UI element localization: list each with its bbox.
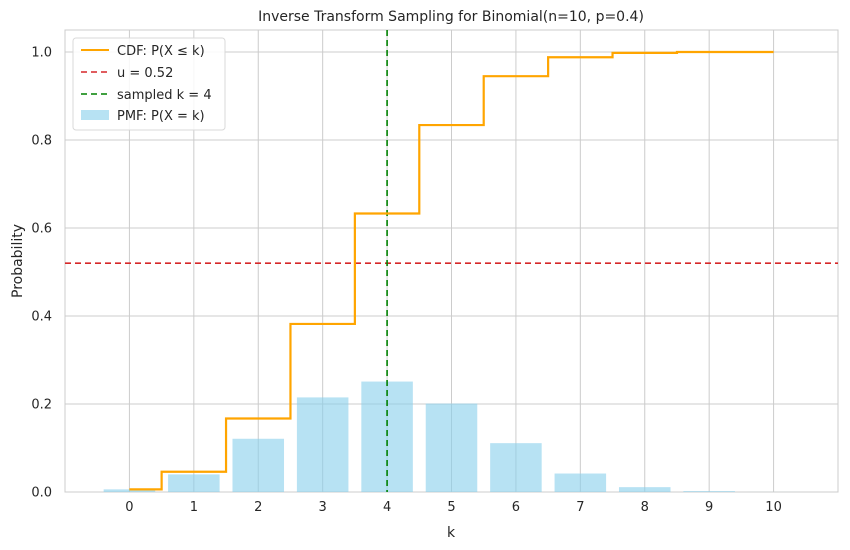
y-tick-label: 0.6 bbox=[31, 222, 52, 237]
y-tick-label: 1.0 bbox=[31, 46, 52, 61]
pmf-bar-k0 bbox=[103, 489, 156, 492]
pmf-bar-k9 bbox=[683, 491, 735, 492]
cdf-step-line bbox=[129, 50, 774, 491]
x-ticks: 0 1 2 3 4 5 6 7 8 9 10 bbox=[125, 500, 782, 515]
pmf-bar-k1 bbox=[168, 474, 220, 492]
cdf-step bbox=[129, 50, 774, 491]
legend-label-u: u = 0.52 bbox=[117, 66, 173, 81]
pmf-bar-k8 bbox=[618, 487, 671, 492]
y-tick-label: 0.8 bbox=[31, 134, 52, 149]
x-tick-label: 5 bbox=[447, 500, 455, 515]
x-tick-label: 0 bbox=[125, 500, 133, 515]
x-tick-label: 7 bbox=[576, 500, 584, 515]
legend-box bbox=[72, 37, 226, 131]
legend-label-cdf: CDF: P(X ≤ k) bbox=[117, 44, 205, 59]
y-ticks: 0.0 0.2 0.4 0.6 0.8 1.0 bbox=[31, 46, 52, 501]
pmf-bar-k3 bbox=[296, 397, 349, 492]
y-tick-label: 0.4 bbox=[31, 310, 52, 325]
legend-label-sampled: sampled k = 4 bbox=[117, 88, 212, 103]
pmf-bar-k5 bbox=[425, 403, 478, 492]
x-tick-label: 4 bbox=[383, 500, 391, 515]
pmf-bars bbox=[103, 381, 800, 492]
reference-lines bbox=[65, 30, 838, 492]
pmf-bar-k6 bbox=[490, 443, 542, 492]
x-tick-label: 1 bbox=[190, 500, 198, 515]
chart-title: Inverse Transform Sampling for Binomial(… bbox=[258, 9, 644, 25]
y-tick-label: 0.2 bbox=[31, 398, 52, 413]
x-tick-label: 8 bbox=[641, 500, 649, 515]
y-tick-label: 0.0 bbox=[31, 486, 52, 501]
legend: CDF: P(X ≤ k) u = 0.52 sampled k = 4 PMF… bbox=[72, 37, 226, 131]
x-tick-label: 9 bbox=[705, 500, 713, 515]
pmf-bar-k7 bbox=[554, 473, 607, 492]
legend-label-pmf: PMF: P(X = k) bbox=[117, 109, 205, 124]
x-tick-label: 3 bbox=[319, 500, 327, 515]
legend-swatch-pmf bbox=[81, 110, 109, 120]
x-tick-label: 2 bbox=[254, 500, 262, 515]
x-tick-label: 10 bbox=[765, 500, 782, 515]
x-tick-label: 6 bbox=[512, 500, 520, 515]
pmf-bar-k2 bbox=[232, 438, 285, 492]
y-axis-label: Probability bbox=[10, 224, 26, 298]
x-axis-label: k bbox=[447, 525, 456, 541]
